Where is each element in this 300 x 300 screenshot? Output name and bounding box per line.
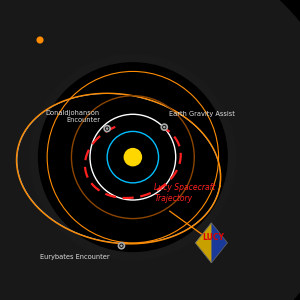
Circle shape: [39, 63, 227, 251]
Circle shape: [61, 86, 204, 229]
Circle shape: [97, 122, 169, 193]
Text: Earth Gravity Assist: Earth Gravity Assist: [169, 111, 234, 117]
Polygon shape: [195, 223, 227, 263]
Polygon shape: [195, 223, 212, 263]
Circle shape: [114, 139, 152, 176]
Circle shape: [118, 243, 124, 249]
Circle shape: [106, 128, 108, 129]
Circle shape: [104, 125, 110, 132]
Text: Lucy Spacecraft
Trajectory: Lucy Spacecraft Trajectory: [154, 183, 215, 202]
Circle shape: [56, 80, 210, 234]
Circle shape: [163, 126, 166, 129]
Circle shape: [121, 245, 122, 246]
Text: Eurybates Encounter: Eurybates Encounter: [40, 254, 110, 260]
Circle shape: [30, 54, 236, 260]
Circle shape: [164, 127, 165, 128]
Circle shape: [106, 127, 109, 130]
Text: Donaldjohanson
Encounter: Donaldjohanson Encounter: [46, 110, 100, 123]
Circle shape: [101, 126, 164, 189]
Circle shape: [77, 101, 189, 213]
Text: LUCY: LUCY: [202, 233, 224, 242]
Circle shape: [161, 124, 167, 130]
Circle shape: [81, 106, 184, 208]
Circle shape: [124, 148, 141, 166]
Circle shape: [37, 37, 43, 43]
Circle shape: [120, 244, 123, 247]
